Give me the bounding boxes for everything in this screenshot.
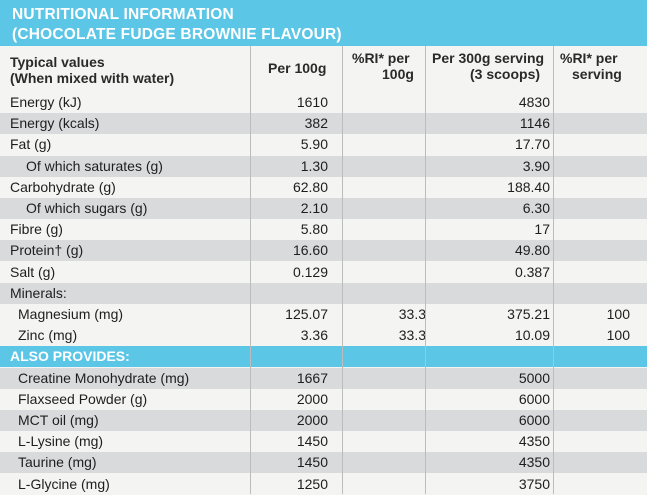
divider bbox=[425, 46, 426, 494]
divider bbox=[342, 46, 343, 494]
table-row: Flaxseed Powder (g) 2000 6000 bbox=[0, 389, 647, 410]
table-row: Energy (kcals) 382 1146 bbox=[0, 113, 647, 135]
per-serving-value: 17 bbox=[534, 221, 550, 238]
per-100g-value: 3.36 bbox=[300, 327, 328, 344]
per-serving-value: 0.387 bbox=[514, 263, 550, 280]
row-label: Energy (kJ) bbox=[10, 94, 82, 110]
table-row: L-Lysine (mg) 1450 4350 bbox=[0, 431, 647, 452]
table-row: Salt (g) 0.129 0.387 bbox=[0, 262, 647, 283]
row-label: Zinc (mg) bbox=[18, 327, 78, 344]
per-100g-value: 1450 bbox=[296, 433, 328, 450]
per-100g-value: 2000 bbox=[296, 412, 328, 428]
col-typical-values-line2: (When mixed with water) bbox=[10, 70, 175, 86]
row-label: L-Glycine (mg) bbox=[18, 475, 110, 492]
row-label: Salt (g) bbox=[10, 263, 56, 280]
table-row: Fat (g) 5.90 17.70 bbox=[0, 134, 647, 155]
per-100g-value: 2.10 bbox=[300, 200, 328, 216]
per-100g-value: 1.30 bbox=[300, 157, 328, 174]
col-per-serving-line1: Per 300g serving bbox=[432, 50, 545, 66]
row-label: Fibre (g) bbox=[10, 221, 63, 238]
per-serving-value: 4350 bbox=[518, 433, 550, 450]
ri-100g-value: 33.3 bbox=[398, 327, 426, 344]
nutrition-header: NUTRITIONAL INFORMATION (CHOCOLATE FUDGE… bbox=[0, 0, 647, 46]
ri-serving-value: 100 bbox=[606, 306, 630, 322]
table-row: Creatine Monohydrate (mg) 1667 5000 bbox=[0, 367, 647, 389]
per-serving-value: 6.30 bbox=[522, 200, 550, 216]
row-label: Energy (kcals) bbox=[10, 115, 100, 132]
per-100g-value: 1250 bbox=[296, 475, 328, 492]
per-serving-value: 1146 bbox=[519, 115, 550, 132]
table-row: ALSO PROVIDES: bbox=[0, 346, 647, 368]
row-label: MCT oil (mg) bbox=[18, 412, 99, 428]
row-label: Minerals: bbox=[10, 284, 67, 301]
table-row: Energy (kJ) 1610 4830 bbox=[0, 92, 647, 113]
per-serving-value: 6000 bbox=[518, 412, 550, 428]
col-ri-100g-line1: %RI* per bbox=[352, 50, 410, 66]
per-100g-value: 1450 bbox=[296, 454, 328, 471]
table-row: Of which sugars (g) 2.10 6.30 bbox=[0, 198, 647, 219]
header-title: NUTRITIONAL INFORMATION bbox=[12, 6, 234, 23]
row-label: ALSO PROVIDES: bbox=[10, 348, 130, 365]
divider bbox=[250, 46, 251, 494]
table-row: Fibre (g) 5.80 17 bbox=[0, 219, 647, 240]
table-row: Taurine (mg) 1450 4350 bbox=[0, 452, 647, 474]
per-serving-value: 4350 bbox=[518, 454, 550, 471]
ri-100g-value: 33.3 bbox=[398, 306, 426, 322]
row-label: Of which saturates (g) bbox=[26, 157, 163, 174]
per-serving-value: 3750 bbox=[518, 475, 550, 492]
col-ri-100g-line2: 100g bbox=[382, 66, 414, 82]
row-label: Taurine (mg) bbox=[18, 454, 97, 471]
table-row: Zinc (mg) 3.36 33.3 10.09 100 bbox=[0, 325, 647, 346]
row-label: Magnesium (mg) bbox=[18, 306, 124, 322]
column-headers: Typical values (When mixed with water) P… bbox=[0, 46, 647, 92]
per-100g-value: 5.80 bbox=[300, 221, 328, 238]
table-row: L-Glycine (mg) 1250 3750 bbox=[0, 474, 647, 495]
table-row: Magnesium (mg) 125.07 33.3 375.21 100 bbox=[0, 304, 647, 325]
per-100g-value: 382 bbox=[304, 115, 328, 132]
col-ri-serving-line2: serving bbox=[572, 66, 622, 82]
per-100g-value: 2000 bbox=[296, 390, 328, 407]
table-row: Protein† (g) 16.60 49.80 bbox=[0, 240, 647, 262]
per-serving-value: 17.70 bbox=[514, 136, 550, 153]
col-typical-values-line1: Typical values bbox=[10, 54, 105, 70]
per-100g-value: 0.129 bbox=[292, 263, 328, 280]
row-label: Of which sugars (g) bbox=[26, 200, 148, 216]
per-serving-value: 4830 bbox=[518, 94, 550, 110]
per-100g-value: 16.60 bbox=[292, 242, 328, 259]
per-100g-value: 125.07 bbox=[285, 306, 328, 322]
per-serving-value: 10.09 bbox=[514, 327, 550, 344]
per-serving-value: 188.40 bbox=[507, 178, 550, 195]
per-100g-value: 1667 bbox=[296, 369, 328, 386]
header-subtitle: (CHOCOLATE FUDGE BROWNIE FLAVOUR) bbox=[12, 26, 342, 43]
col-ri-serving-line1: %RI* per bbox=[560, 50, 618, 66]
row-label: Carbohydrate (g) bbox=[10, 178, 116, 195]
col-per-100g: Per 100g bbox=[268, 60, 327, 76]
table-row: Minerals: bbox=[0, 282, 647, 304]
row-label: Creatine Monohydrate (mg) bbox=[18, 369, 190, 386]
per-serving-value: 6000 bbox=[518, 390, 550, 407]
col-per-serving-line2: (3 scoops) bbox=[470, 66, 541, 82]
table-row: Carbohydrate (g) 62.80 188.40 bbox=[0, 177, 647, 198]
ri-serving-value: 100 bbox=[606, 327, 630, 344]
per-serving-value: 49.80 bbox=[514, 242, 550, 259]
table-row: Of which saturates (g) 1.30 3.90 bbox=[0, 155, 647, 177]
per-100g-value: 5.90 bbox=[300, 136, 328, 153]
row-label: L-Lysine (mg) bbox=[18, 433, 104, 450]
table-row: MCT oil (mg) 2000 6000 bbox=[0, 410, 647, 431]
per-serving-value: 375.21 bbox=[507, 306, 550, 322]
per-100g-value: 62.80 bbox=[292, 178, 328, 195]
row-label: Fat (g) bbox=[10, 136, 52, 153]
row-label: Flaxseed Powder (g) bbox=[18, 390, 148, 407]
row-label: Protein† (g) bbox=[10, 242, 84, 259]
per-100g-value: 1610 bbox=[296, 94, 328, 110]
divider bbox=[553, 46, 554, 494]
per-serving-value: 3.90 bbox=[522, 157, 550, 174]
per-serving-value: 5000 bbox=[518, 369, 550, 386]
